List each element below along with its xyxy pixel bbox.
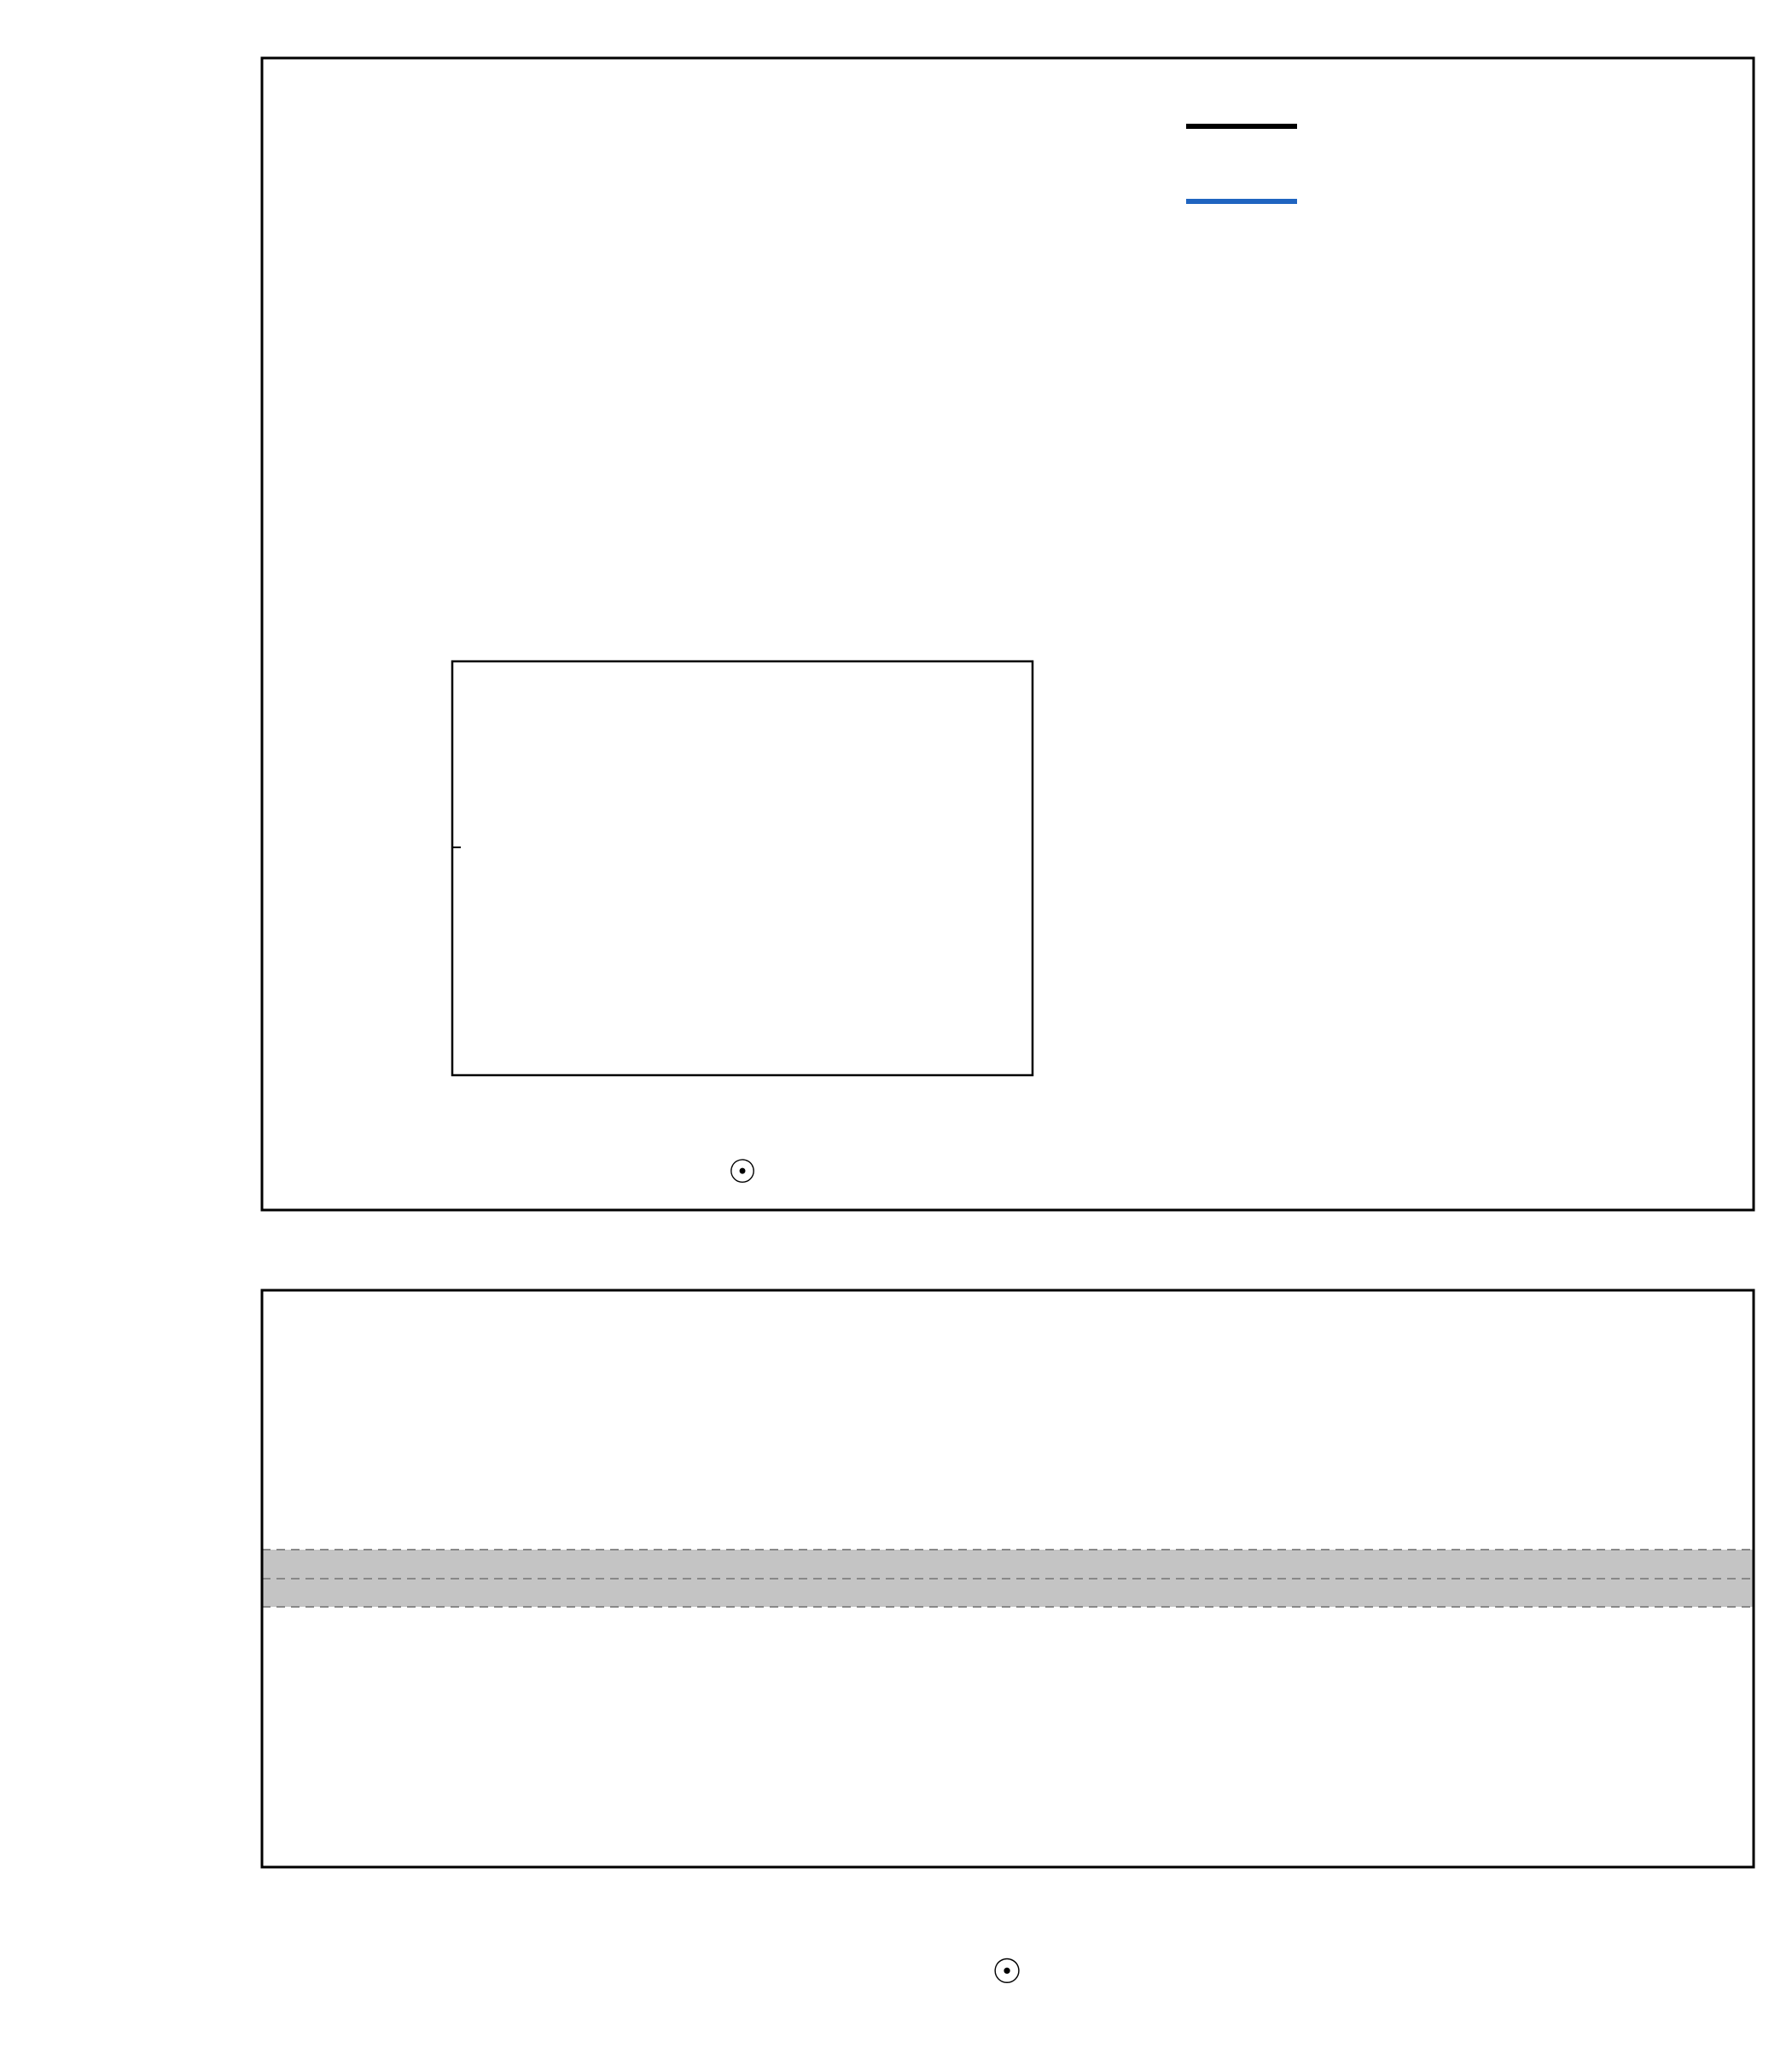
legend bbox=[1186, 124, 1297, 204]
bottom-panel: ☉ bbox=[260, 1289, 1755, 1992]
top-panel: ☉ bbox=[260, 56, 1755, 1212]
inset-background bbox=[452, 661, 1033, 1075]
inset-histogram: ☉ bbox=[451, 660, 1034, 1190]
inset-x-label: ☉ bbox=[728, 1153, 757, 1190]
bottom-axes-frame bbox=[260, 1289, 1755, 1869]
inset-axes-frame bbox=[451, 660, 1034, 1077]
top-axes-frame bbox=[260, 56, 1755, 1212]
bottom-x-label: ☉ bbox=[992, 1952, 1022, 1992]
